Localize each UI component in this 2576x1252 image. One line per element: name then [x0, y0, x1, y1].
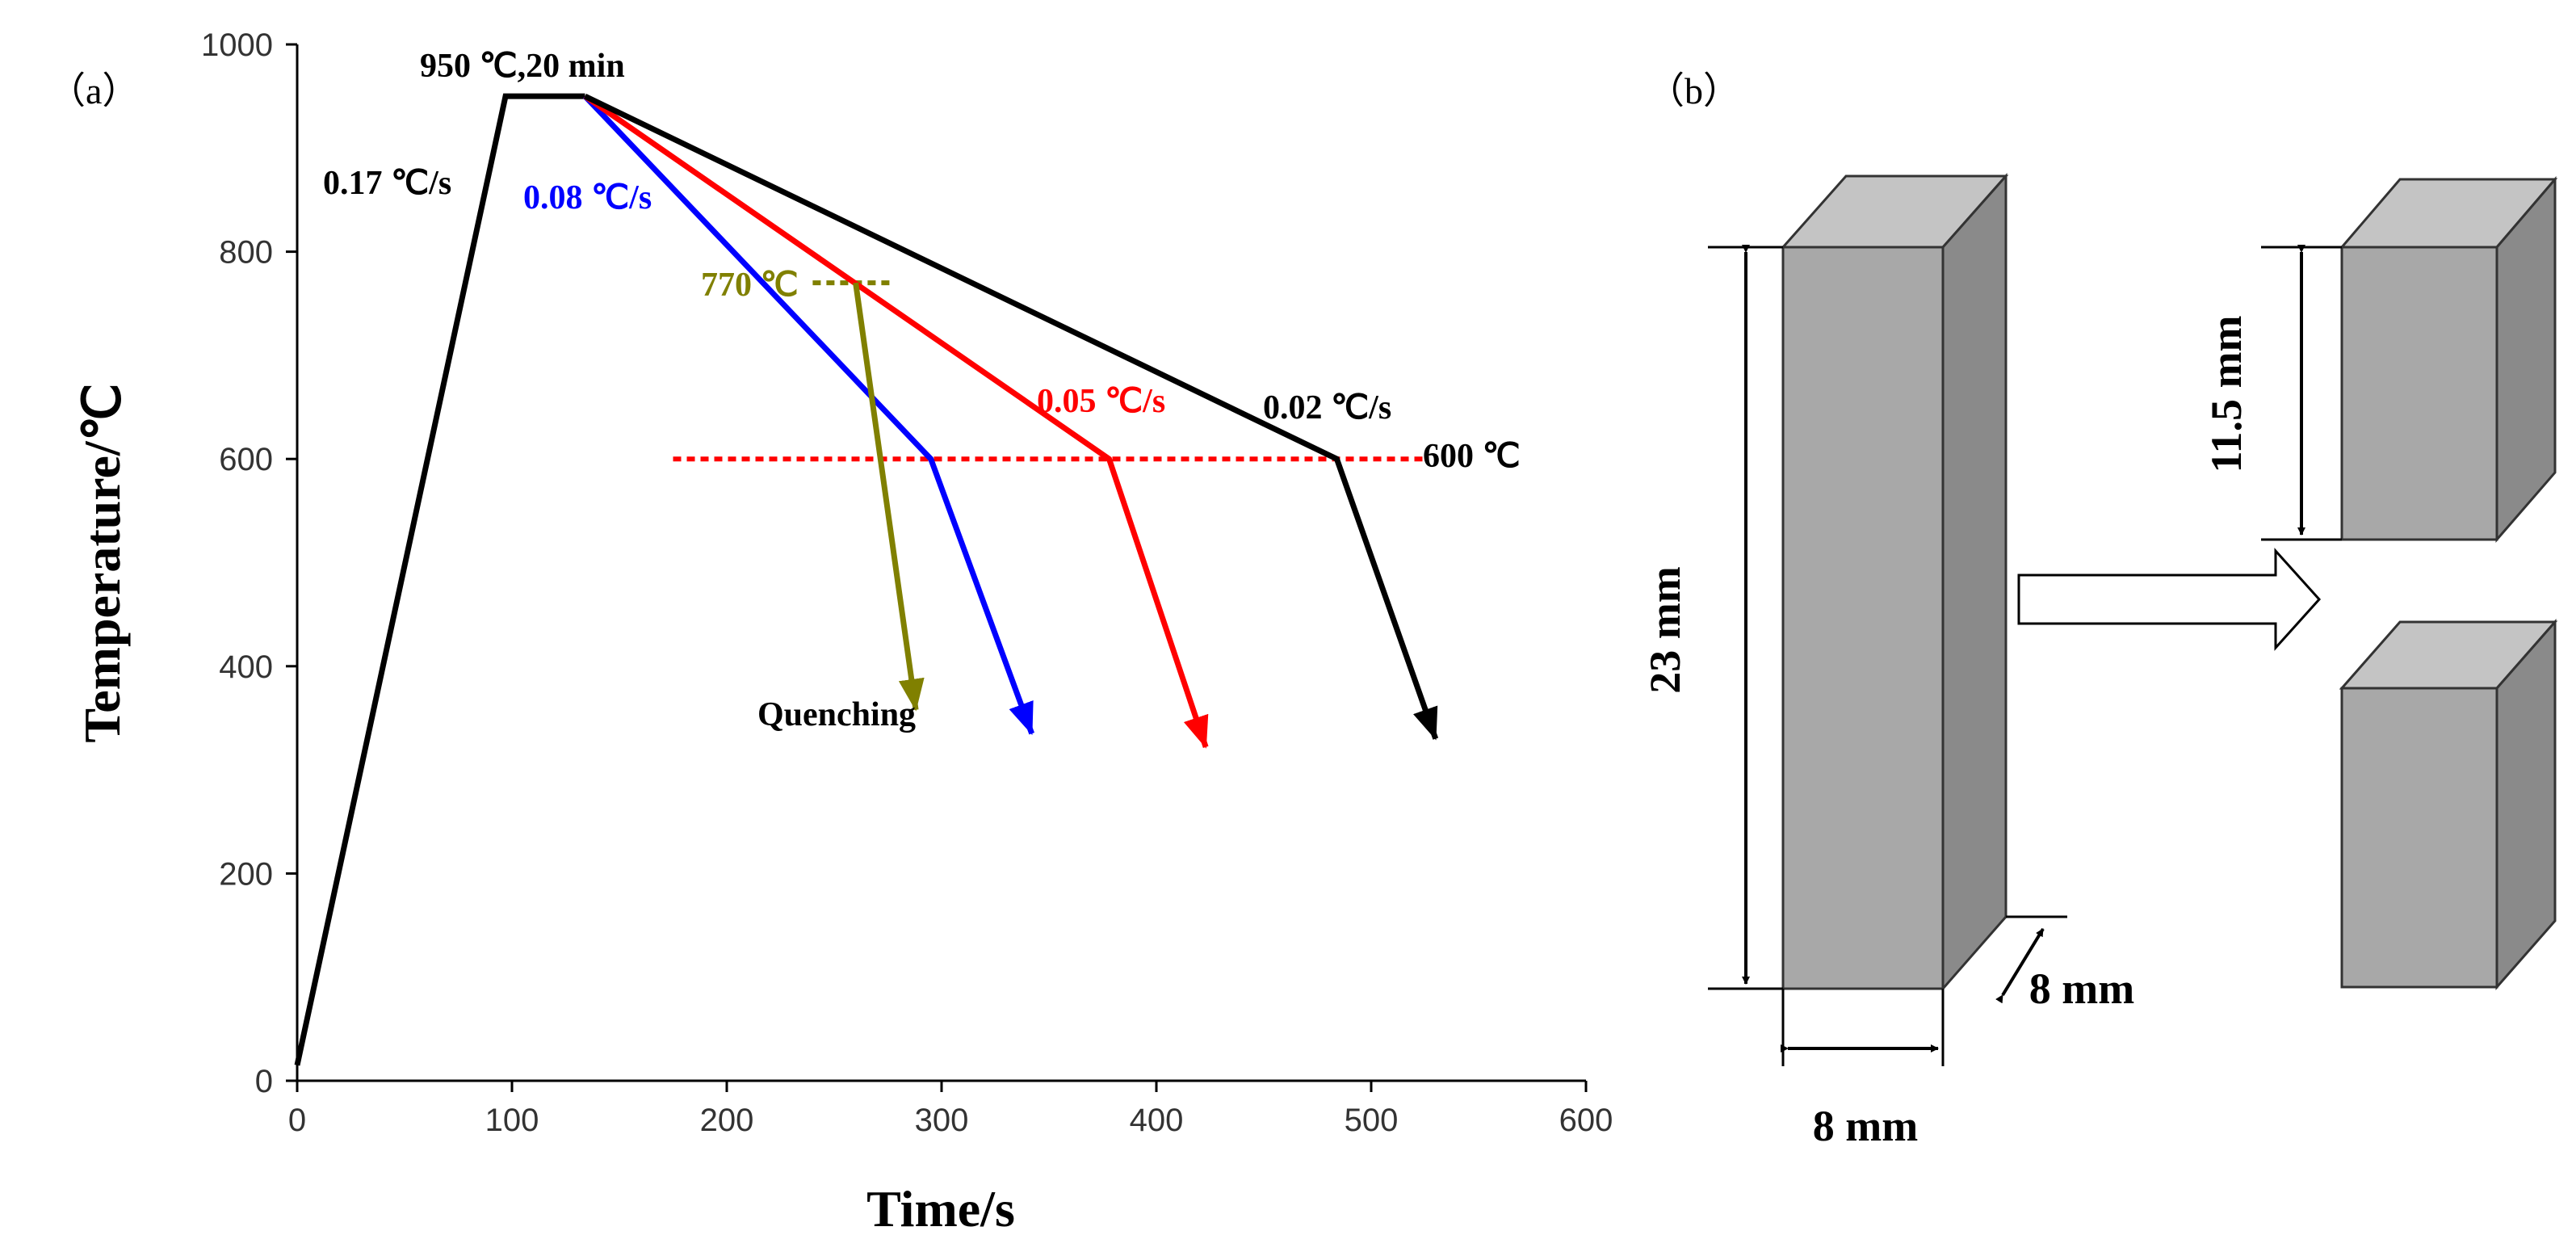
series-0-02-s	[583, 93, 1439, 741]
half-specimen-lower	[2339, 619, 2558, 990]
y-axis-title: Temperature/℃	[73, 383, 131, 742]
depth-label: 8 mm	[2029, 964, 2134, 1013]
temp-600-label: 600 ℃	[1423, 438, 1521, 475]
x-tick-label: 600	[1559, 1103, 1613, 1138]
full-block-side-face	[1941, 173, 2008, 992]
full-block-front-face	[1781, 246, 1945, 990]
y-tick-label: 400	[219, 649, 273, 685]
height-label: 23 mm	[1641, 566, 1689, 693]
x-axis-title: Time/s	[866, 1180, 1015, 1237]
y-tick-label: 600	[219, 442, 273, 477]
series-heating	[294, 93, 585, 1066]
y-tick-label: 1000	[201, 27, 273, 63]
lower-block-front-face	[2340, 687, 2498, 989]
quenching-label: Quenching	[757, 696, 916, 733]
depth-dimension-arrow	[1995, 927, 2045, 1004]
temp-770-label: 770 ℃	[701, 267, 799, 304]
rate-008-label: 0.08 ℃/s	[523, 179, 652, 216]
reference-line-layer	[673, 280, 1425, 462]
upper-block-front-face	[2340, 246, 2498, 541]
full-specimen-block	[1780, 173, 2009, 992]
chart-a: 0 100 200 300 400 500 600 0 200 400 600 800 1000 Tim…	[73, 27, 1613, 1237]
series-770-quench	[853, 282, 925, 712]
half-specimen-upper	[2339, 175, 2558, 544]
hold-annotation: 950 ℃,20 min	[420, 48, 625, 85]
cut-arrow	[2017, 548, 2322, 651]
rate-005-label: 0.05 ℃/s	[1037, 383, 1165, 420]
series-0-08-s	[582, 94, 1035, 736]
half-height-label: 11.5 mm	[2202, 315, 2251, 473]
specimen-diagram: 23 mm 8 mm 8 mm 11.5 mm	[1641, 173, 2558, 1150]
series-0-05-s	[583, 94, 1209, 749]
panel-b-label: （b）	[1647, 70, 1740, 111]
rate-002-label: 0.02 ℃/s	[1263, 389, 1391, 426]
width-label: 8 mm	[1813, 1102, 1918, 1150]
series-layer	[294, 93, 1439, 1066]
y-tick-label: 0	[255, 1064, 273, 1099]
x-tick-label: 500	[1345, 1103, 1399, 1138]
x-tick-label: 300	[915, 1103, 969, 1138]
x-tick-label: 100	[485, 1103, 539, 1138]
x-tick-label: 400	[1130, 1103, 1184, 1138]
lower-block-side-face	[2495, 619, 2557, 990]
x-tick-label: 0	[288, 1103, 306, 1138]
y-tick-label: 200	[219, 856, 273, 892]
tick-layer: 0 100 200 300 400 500 600 0 200 400 600 800 1000	[201, 27, 1613, 1138]
heating-rate-label: 0.17 ℃/s	[323, 165, 451, 202]
x-tick-label: 200	[700, 1103, 754, 1138]
panel-a-label: （a）	[48, 70, 139, 111]
y-tick-label: 800	[219, 235, 273, 271]
